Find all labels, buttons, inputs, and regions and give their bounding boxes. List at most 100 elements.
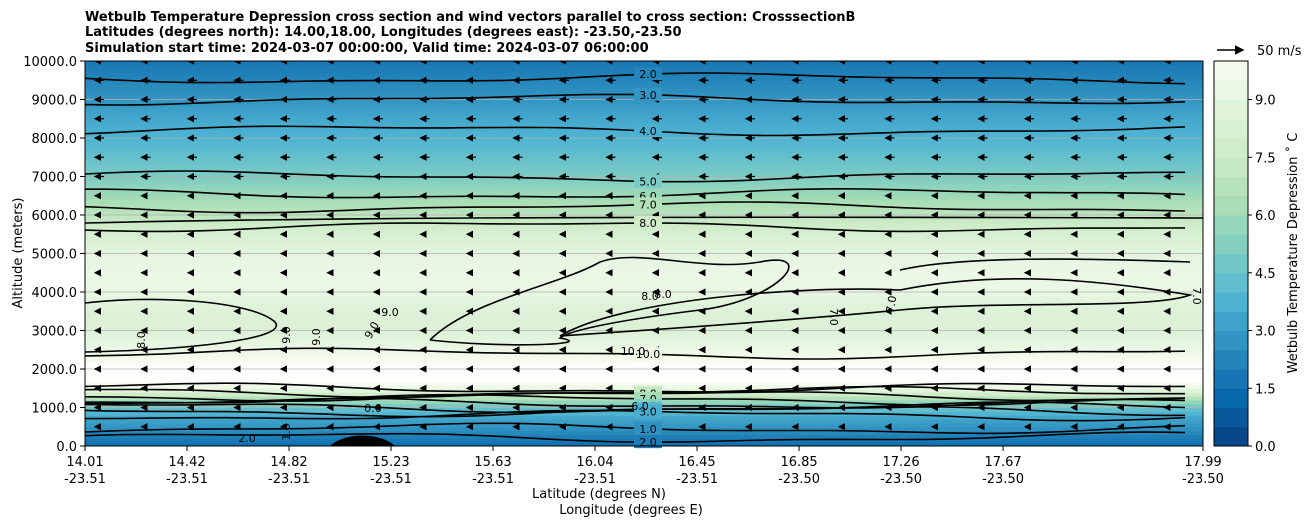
- colorbar-segment: [1214, 138, 1248, 158]
- contour-band: [85, 311, 1203, 316]
- contour-band: [85, 330, 1203, 335]
- contour-label-bg: [634, 174, 662, 188]
- contour-band: [85, 288, 1203, 293]
- contour-label-bg: [634, 404, 662, 418]
- x-tick-label-lat: 15.63: [474, 455, 511, 470]
- x-tick-label-lon: -23.51: [574, 472, 616, 487]
- y-tick-label: 6000.0: [32, 209, 78, 224]
- contour-inline-label: 7.0: [827, 308, 840, 326]
- contour-label: 1.0: [639, 423, 657, 436]
- y-tick-label: 10000.0: [23, 55, 77, 70]
- contour-band: [85, 292, 1203, 297]
- contour-label-bg: [634, 67, 662, 81]
- contour-band: [85, 230, 1203, 235]
- contour-line: [85, 216, 1203, 224]
- contour-label: 3.0: [639, 405, 657, 418]
- contour-band: [85, 157, 1203, 162]
- contour-inline-label: 6.0: [631, 400, 649, 413]
- contour-band: [85, 342, 1203, 347]
- colorbar-segment: [1214, 234, 1248, 254]
- y-tick-label: 8000.0: [32, 132, 78, 147]
- contour-band: [85, 334, 1203, 339]
- colorbar-segment: [1214, 426, 1248, 447]
- colorbar-tick-label: 9.0: [1255, 94, 1276, 109]
- contour-label: 3.0: [639, 89, 657, 102]
- contour-band: [85, 249, 1203, 255]
- x-tick-label-lat: 16.85: [780, 455, 817, 470]
- contour-band: [85, 415, 1203, 420]
- contour-band: [85, 276, 1203, 282]
- contour-band: [85, 64, 1203, 70]
- x-axis-label-latitude: Latitude (degrees N): [532, 487, 666, 502]
- contour-band: [85, 280, 1203, 285]
- x-axis: 14.01 -23.51 14.42 -23.51 14.82 -23.51 15.23 -2…: [64, 446, 1224, 487]
- contour-band: [85, 80, 1203, 85]
- x-tick-label-lon: -23.51: [166, 472, 208, 487]
- colorbar-tick-label: 6.0: [1255, 209, 1276, 224]
- contour-label: 5.0: [639, 175, 657, 188]
- contour-inline-label: 0.0: [364, 402, 382, 415]
- colorbar-frame: [1213, 60, 1249, 447]
- colorbar-segment: [1214, 80, 1248, 100]
- contour-band: [85, 164, 1203, 170]
- x-tick-label-lon: -23.51: [472, 472, 514, 487]
- contour-label: 8.0: [639, 217, 657, 230]
- contour-band: [85, 326, 1203, 332]
- contour-label: 2.0: [639, 436, 657, 449]
- y-tick-label: 4000.0: [32, 286, 78, 301]
- contour-inline-label: 8.0: [654, 288, 672, 301]
- contour-band: [85, 234, 1203, 239]
- contour-line: [559, 278, 1194, 337]
- quiver-key-label: 50 m/s: [1257, 44, 1302, 59]
- contour-inline-label: 9.0: [310, 328, 323, 346]
- colorbar-segment: [1214, 292, 1248, 312]
- y-tick-label: 7000.0: [32, 171, 78, 186]
- y-tick-label: 3000.0: [32, 325, 78, 340]
- colorbar-segment: [1214, 99, 1248, 120]
- x-tick-label-lat: 16.45: [678, 455, 715, 470]
- y-axis-label: Altitude (meters): [11, 198, 26, 309]
- x-tick-label-lat: 17.26: [882, 455, 919, 470]
- contour-label-bg: [634, 421, 662, 435]
- x-tick-label-lat: 14.42: [168, 455, 205, 470]
- contour-inline-label: 9.0: [280, 326, 293, 344]
- x-tick-label-lon: -23.51: [676, 472, 718, 487]
- colorbar-segment: [1214, 407, 1248, 428]
- terrain-feature: [330, 435, 395, 446]
- x-tick-label-lon: -23.50: [880, 472, 922, 487]
- x-tick-label-lon: -23.51: [64, 472, 106, 487]
- colorbar-label: Wetbulb Temperature Depression ˚ C: [1285, 133, 1301, 374]
- colorbar-segment: [1214, 311, 1248, 331]
- contour-label-bg: [634, 124, 662, 138]
- x-tick-label-lat: 17.99: [1184, 455, 1221, 470]
- contour-band: [85, 338, 1203, 343]
- contour-band: [85, 322, 1203, 328]
- contour-label-bg: [634, 216, 662, 230]
- contour-inline-label: 8.0: [135, 331, 148, 349]
- chart-title-line-2: Latitudes (degrees north): 14.00,18.00, …: [85, 25, 682, 40]
- colorbar-segment: [1214, 61, 1248, 81]
- contour-band: [85, 211, 1203, 216]
- x-tick-label-lon: -23.50: [982, 472, 1024, 487]
- contour-band: [85, 253, 1203, 258]
- contour-band: [85, 380, 1203, 385]
- contour-band: [85, 307, 1203, 312]
- contour-inline-label: 7.0: [1190, 287, 1203, 305]
- colorbar-segment: [1214, 157, 1248, 177]
- contour-band: [85, 107, 1203, 112]
- contour-label: 2.0: [639, 68, 657, 81]
- contour-label-bg: [634, 347, 662, 361]
- colorbar-segment: [1214, 388, 1248, 408]
- x-axis-label-longitude: Longitude (degrees E): [559, 503, 703, 518]
- contour-band: [85, 299, 1203, 305]
- contour-inline-label: 1.0: [280, 423, 293, 441]
- contour-label: 4.0: [639, 125, 657, 138]
- contour-inline-label: 2.0: [238, 432, 256, 445]
- y-tick-label: 5000.0: [32, 248, 78, 263]
- contour-inline-label: 8.0: [641, 290, 659, 303]
- contour-band: [85, 265, 1203, 270]
- colorbar-segment: [1214, 195, 1248, 216]
- colorbar-tick-label: 4.5: [1255, 267, 1276, 282]
- contour-label: 10.0: [636, 348, 661, 361]
